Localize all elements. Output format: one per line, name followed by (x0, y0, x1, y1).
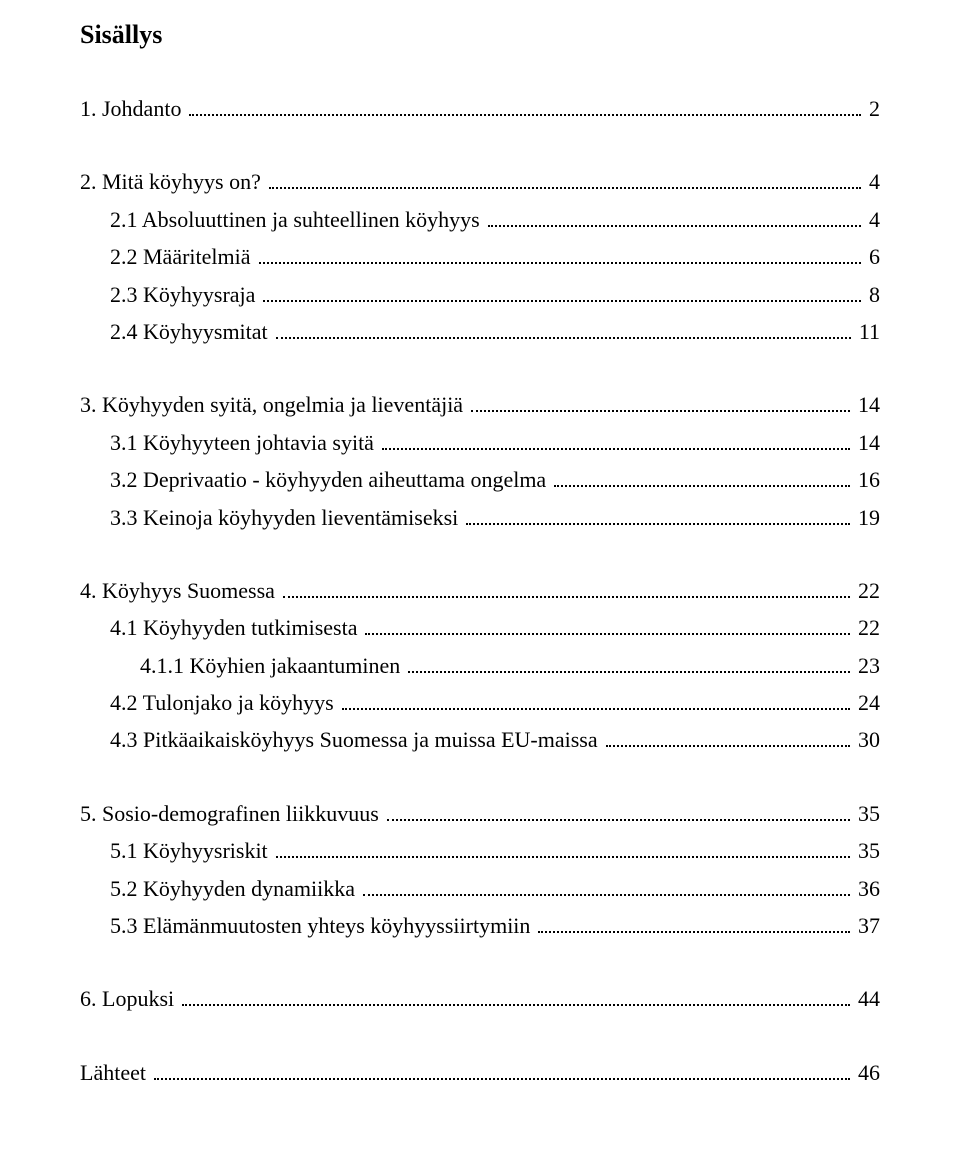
toc-block: 5. Sosio-demografinen liikkuvuus355.1 Kö… (80, 795, 880, 945)
toc-leader-dots (606, 726, 850, 748)
toc-entry-page: 11 (855, 313, 880, 350)
toc-entry-label: 4.2 Tulonjako ja köyhyys (110, 684, 338, 721)
toc-entry-label: 4.3 Pitkäaikaisköyhyys Suomessa ja muiss… (110, 721, 602, 758)
toc-entry-page: 36 (854, 870, 880, 907)
toc-entry-label: 1. Johdanto (80, 90, 185, 127)
toc-root: 1. Johdanto 2 2. Mitä köyhyys on? 4 2.1 Abso… (80, 90, 880, 1091)
toc-row: 4.1.1 Köyhien jakaantuminen 23 (80, 647, 880, 684)
toc-leader-dots (365, 614, 850, 636)
toc-row: 3.2 Deprivaatio - köyhyyden aiheuttama o… (80, 461, 880, 498)
toc-entry-label: 5.2 Köyhyyden dynamiikka (110, 870, 359, 907)
toc-row: Lähteet 46 (80, 1054, 880, 1091)
toc-leader-dots (342, 688, 850, 710)
toc-row: 5.3 Elämänmuutosten yhteys köyhyyssiirty… (80, 907, 880, 944)
toc-row: 3. Köyhyyden syitä, ongelmia ja lieventä… (80, 386, 880, 423)
toc-entry-page: 22 (854, 609, 880, 646)
toc-leader-dots (154, 1058, 850, 1080)
toc-entry-page: 23 (854, 647, 880, 684)
toc-entry-page: 35 (854, 795, 880, 832)
toc-entry-label: Lähteet (80, 1054, 150, 1091)
toc-entry-label: 3. Köyhyyden syitä, ongelmia ja lieventä… (80, 386, 467, 423)
toc-row: 6. Lopuksi 44 (80, 980, 880, 1017)
toc-row: 2.2 Määritelmiä 6 (80, 238, 880, 275)
toc-row: 5.1 Köyhyysriskit 35 (80, 832, 880, 869)
toc-entry-page: 37 (854, 907, 880, 944)
toc-row: 4. Köyhyys Suomessa 22 (80, 572, 880, 609)
toc-row: 5. Sosio-demografinen liikkuvuus 35 (80, 795, 880, 832)
toc-entry-label: 5.1 Köyhyysriskit (110, 832, 272, 869)
toc-entry-label: 6. Lopuksi (80, 980, 178, 1017)
toc-row: 5.2 Köyhyyden dynamiikka 36 (80, 870, 880, 907)
toc-entry-page: 4 (865, 163, 880, 200)
toc-leader-dots (471, 391, 850, 413)
toc-entry-label: 5. Sosio-demografinen liikkuvuus (80, 795, 383, 832)
toc-leader-dots (269, 168, 861, 190)
toc-leader-dots (259, 242, 861, 264)
toc-leader-dots (276, 836, 850, 858)
toc-entry-page: 14 (854, 386, 880, 423)
toc-leader-dots (363, 874, 850, 896)
toc-leader-dots (466, 503, 850, 525)
toc-entry-label: 2.1 Absoluuttinen ja suhteellinen köyhyy… (110, 201, 484, 238)
toc-entry-label: 2.3 Köyhyysraja (110, 276, 259, 313)
toc-entry-page: 8 (865, 276, 880, 313)
toc-entry-label: 5.3 Elämänmuutosten yhteys köyhyyssiirty… (110, 907, 534, 944)
toc-entry-label: 4. Köyhyys Suomessa (80, 572, 279, 609)
toc-row: 4.1 Köyhyyden tutkimisesta 22 (80, 609, 880, 646)
toc-row: 4.3 Pitkäaikaisköyhyys Suomessa ja muiss… (80, 721, 880, 758)
toc-entry-page: 16 (854, 461, 880, 498)
toc-entry-label: 2. Mitä köyhyys on? (80, 163, 265, 200)
toc-row: 3.1 Köyhyyteen johtavia syitä 14 (80, 424, 880, 461)
toc-entry-label: 3.2 Deprivaatio - köyhyyden aiheuttama o… (110, 461, 550, 498)
toc-entry-page: 24 (854, 684, 880, 721)
toc-leader-dots (488, 205, 861, 227)
toc-row: 3.3 Keinoja köyhyyden lieventämiseksi 19 (80, 499, 880, 536)
page-container: Sisällys 1. Johdanto 2 2. Mitä köyhyys on?… (0, 0, 960, 1167)
toc-entry-page: 6 (865, 238, 880, 275)
toc-entry-label: 4.1 Köyhyyden tutkimisesta (110, 609, 361, 646)
toc-row: 4.2 Tulonjako ja köyhyys 24 (80, 684, 880, 721)
toc-block: 3. Köyhyyden syitä, ongelmia ja lieventä… (80, 386, 880, 536)
toc-block: 1. Johdanto 2 (80, 90, 880, 127)
toc-entry-page: 19 (854, 499, 880, 536)
toc-entry-label: 3.1 Köyhyyteen johtavia syitä (110, 424, 378, 461)
toc-block: 4. Köyhyys Suomessa224.1 Köyhyyden tutki… (80, 572, 880, 759)
toc-entry-page: 4 (865, 201, 880, 238)
toc-entry-page: 46 (854, 1054, 880, 1091)
toc-leader-dots (554, 465, 850, 487)
toc-leader-dots (189, 94, 861, 116)
toc-entry-page: 44 (854, 980, 880, 1017)
toc-entry-label: 3.3 Keinoja köyhyyden lieventämiseksi (110, 499, 462, 536)
toc-title: Sisällys (80, 20, 880, 50)
toc-entry-page: 14 (854, 424, 880, 461)
toc-leader-dots (283, 576, 850, 598)
toc-entry-page: 35 (854, 832, 880, 869)
toc-leader-dots (382, 428, 850, 450)
toc-leader-dots (408, 651, 850, 673)
toc-leader-dots (276, 317, 851, 339)
toc-leader-dots (387, 799, 850, 821)
toc-entry-page: 2 (865, 90, 880, 127)
toc-row: 2.1 Absoluuttinen ja suhteellinen köyhyy… (80, 201, 880, 238)
toc-row: 2. Mitä köyhyys on? 4 (80, 163, 880, 200)
toc-leader-dots (263, 280, 861, 302)
toc-block: Lähteet 46 (80, 1054, 880, 1091)
toc-block: 6. Lopuksi 44 (80, 980, 880, 1017)
toc-entry-page: 22 (854, 572, 880, 609)
toc-row: 2.4 Köyhyysmitat 11 (80, 313, 880, 350)
toc-entry-label: 2.2 Määritelmiä (110, 238, 255, 275)
toc-entry-label: 4.1.1 Köyhien jakaantuminen (140, 647, 404, 684)
toc-row: 1. Johdanto 2 (80, 90, 880, 127)
toc-row: 2.3 Köyhyysraja 8 (80, 276, 880, 313)
toc-entry-page: 30 (854, 721, 880, 758)
toc-block: 2. Mitä köyhyys on? 4 2.1 Absoluuttinen ja… (80, 163, 880, 350)
toc-entry-label: 2.4 Köyhyysmitat (110, 313, 272, 350)
toc-leader-dots (538, 911, 850, 933)
